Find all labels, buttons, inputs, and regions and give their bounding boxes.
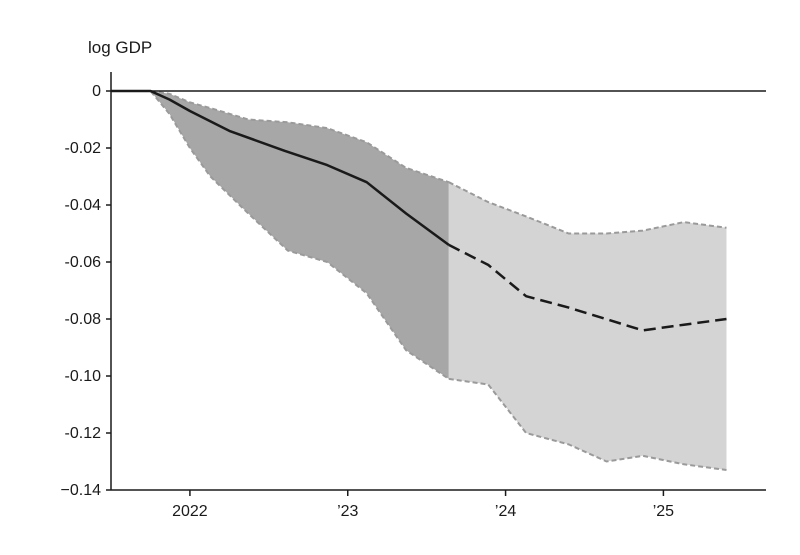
- y-ticks: 0 -0.02 -0.04 -0.06 -0.08 -0.10 -0.12 −0.14: [61, 83, 111, 499]
- band-dark-lower-edge: [111, 90, 450, 380]
- band-dark: [111, 91, 449, 379]
- y-tick-label: -0.08: [65, 311, 102, 328]
- band-dark-upper-edge: [111, 90, 450, 184]
- x-tick-label: 2022: [172, 503, 208, 520]
- x-tick-label: ’23: [337, 503, 358, 520]
- y-axis-label: log GDP: [88, 38, 152, 57]
- confidence-bands: [111, 90, 727, 471]
- y-tick-label: -0.02: [65, 140, 102, 157]
- y-tick-label: -0.10: [65, 368, 102, 385]
- y-tick-label: −0.14: [61, 482, 102, 499]
- x-ticks: 2022 ’23 ’24 ’25: [172, 490, 674, 520]
- x-tick-label: ’25: [653, 503, 674, 520]
- y-tick-label: 0: [92, 83, 101, 100]
- series-line-dashed: [448, 243, 727, 332]
- y-tick-label: -0.06: [65, 254, 102, 271]
- axes: [110, 72, 766, 491]
- band-light-lower-edge: [448, 377, 727, 471]
- y-tick-label: -0.12: [65, 425, 102, 442]
- y-tick-label: -0.04: [65, 197, 102, 214]
- x-tick-label: ’24: [495, 503, 516, 520]
- band-light-upper-edge: [448, 181, 727, 235]
- series-line-solid: [111, 89, 450, 246]
- series-lines: [111, 89, 727, 332]
- band-light: [448, 182, 727, 470]
